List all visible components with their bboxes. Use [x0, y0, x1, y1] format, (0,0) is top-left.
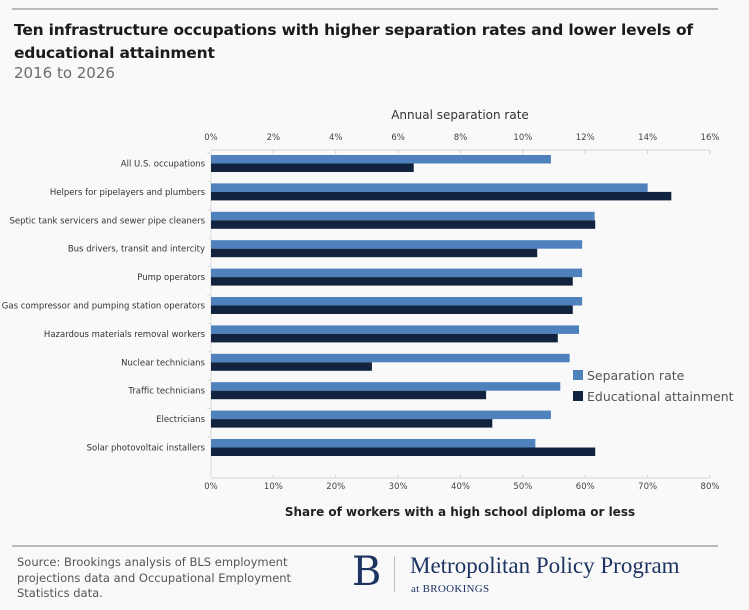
logo-org-name: at BROOKINGS [411, 583, 490, 595]
bottom-tick-label: 0% [204, 482, 218, 492]
bars [211, 155, 672, 456]
bar-educational-attainment [211, 248, 538, 258]
bottom-axis-label: Share of workers with a high school dipl… [284, 505, 636, 519]
source-note: Source: Brookings analysis of BLS employ… [17, 555, 292, 600]
top-tick-label: 10% [513, 133, 532, 143]
legend-swatch [573, 391, 583, 401]
bar-separation-rate [211, 240, 583, 249]
bar-educational-attainment [211, 362, 372, 371]
category-label: Gas compressor and pumping station opera… [2, 302, 206, 312]
category-label: Septic tank servicers and sewer pipe cle… [9, 216, 205, 226]
category-axis: All U.S. occupations Helpers for pipelaye… [2, 150, 212, 478]
footer-rule [12, 545, 718, 547]
bottom-tick-label: 20% [326, 482, 345, 492]
top-tick-label: 0% [204, 133, 218, 143]
bar-separation-rate [211, 155, 551, 164]
bottom-tick-label: 10% [264, 482, 283, 492]
top-axis-label: Annual separation rate [391, 108, 529, 122]
bar-separation-rate [211, 410, 551, 420]
bar-educational-attainment [211, 191, 672, 201]
top-tick-label: 12% [576, 133, 595, 143]
chart-title: Ten infrastructure occupations with high… [14, 21, 693, 62]
legend: Separation rate Educational attainment [573, 368, 734, 404]
bottom-tick-label: 70% [638, 482, 657, 492]
bar-separation-rate [211, 183, 648, 192]
top-tick-label: 2% [267, 133, 281, 143]
bottom-tick-label: 60% [576, 482, 595, 492]
legend-label: Separation rate [587, 368, 685, 383]
bar-separation-rate [211, 439, 536, 448]
bar-educational-attainment [211, 305, 573, 314]
top-tick-label: 16% [701, 133, 720, 143]
bar-separation-rate [211, 325, 580, 334]
top-tick-label: 4% [329, 133, 343, 143]
category-label: Traffic technicians [127, 387, 205, 397]
brookings-logo-icon: B [352, 549, 382, 595]
bar-educational-attainment [211, 333, 558, 343]
category-label: Helpers for pipelayers and plumbers [50, 188, 206, 198]
chart-subtitle: 2016 to 2026 [14, 64, 115, 82]
top-axis: 0% 2% 4% 6% 8% 10% 12% 14% 16% [204, 133, 719, 154]
category-label: Solar photovoltaic installers [87, 444, 206, 454]
bar-educational-attainment [211, 220, 596, 229]
top-tick-label: 8% [454, 133, 468, 143]
category-label: Nuclear technicians [121, 358, 205, 368]
bar-educational-attainment [211, 277, 573, 286]
bottom-tick-label: 40% [451, 482, 470, 492]
bottom-tick-label: 50% [513, 482, 532, 492]
logo-program-name: Metropolitan Policy Program [410, 553, 680, 578]
bottom-axis: 0% 10% 20% 30% 40% 50% 60% 70% 80% [204, 475, 719, 492]
bar-separation-rate [211, 297, 583, 306]
category-label: Pump operators [137, 273, 205, 283]
bottom-tick-label: 30% [389, 482, 408, 492]
bar-separation-rate [211, 268, 583, 278]
top-tick-label: 6% [391, 133, 405, 143]
bar-educational-attainment [211, 447, 596, 456]
legend-label: Educational attainment [587, 389, 734, 404]
top-rule [12, 8, 718, 10]
category-label: Hazardous materials removal workers [44, 330, 206, 340]
bar-separation-rate [211, 382, 561, 391]
bar-educational-attainment [211, 163, 414, 172]
bar-separation-rate [211, 353, 570, 363]
bottom-tick-label: 80% [701, 482, 720, 492]
category-label: Electricians [156, 415, 205, 425]
logo-divider [394, 556, 395, 592]
category-label: All U.S. occupations [121, 160, 206, 170]
legend-swatch [573, 370, 583, 380]
bar-separation-rate [211, 211, 595, 221]
top-tick-label: 14% [638, 133, 657, 143]
category-label: Bus drivers, transit and intercity [68, 245, 205, 255]
bar-educational-attainment [211, 419, 493, 428]
bar-educational-attainment [211, 390, 487, 400]
bar-chart: 0% 2% 4% 6% 8% 10% 12% 14% 16% 0% 10% 20% 30% 40% 50%… [2, 133, 734, 492]
